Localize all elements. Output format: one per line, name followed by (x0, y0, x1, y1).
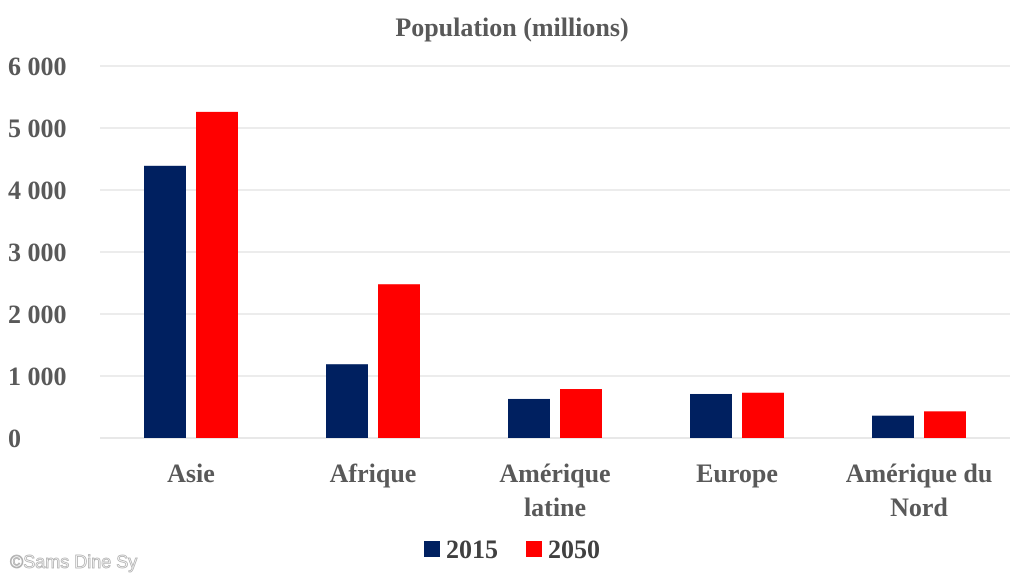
bar-2015-0 (144, 165, 186, 438)
x-tick-label-line: Amérique (499, 459, 610, 488)
chart-title: Population (millions) (395, 13, 628, 42)
x-tick-label-line: Asie (167, 459, 215, 488)
x-tick-label-line: Nord (890, 493, 948, 522)
bar-2050-3 (742, 392, 784, 438)
gridlines (100, 65, 1010, 439)
bars (144, 111, 966, 438)
x-tick-label-line: Europe (696, 459, 778, 488)
x-tick-label-line: Afrique (330, 459, 417, 488)
bar-2050-4 (924, 411, 966, 438)
x-tick-label: Amérique latine (499, 459, 610, 522)
bar-2015-3 (690, 393, 732, 438)
y-tick-label: 2 000 (8, 300, 67, 329)
bar-2050-1 (378, 284, 420, 438)
x-tick-label: Europe (696, 459, 778, 488)
y-tick-label: 1 000 (8, 362, 67, 391)
y-tick-label: 0 (8, 424, 21, 453)
watermark-text: ©Sams Dine Sy (10, 552, 137, 572)
y-tick-label: 4 000 (8, 176, 67, 205)
x-tick-label-line: latine (524, 493, 586, 522)
legend-label-2050: 2050 (548, 535, 600, 564)
y-axis-ticks: 0 1 000 2 000 3 000 4 000 5 000 6 000 (8, 52, 67, 453)
y-tick-label: 5 000 (8, 114, 67, 143)
legend-label-2015: 2015 (446, 535, 498, 564)
x-tick-label-line: Amérique du (846, 459, 993, 488)
x-tick-label: Asie (167, 459, 215, 488)
legend-swatch-2015 (424, 541, 440, 557)
x-axis-ticks: Asie Afrique Amérique latine Europe Amérique … (167, 459, 992, 522)
y-tick-label: 3 000 (8, 238, 67, 267)
y-tick-label: 6 000 (8, 52, 67, 81)
x-tick-label: Afrique (330, 459, 417, 488)
bar-2015-4 (872, 415, 914, 438)
bar-2015-1 (326, 364, 368, 438)
x-tick-label: Amérique du Nord (846, 459, 993, 522)
legend: 2015 2050 (424, 535, 600, 564)
bar-2015-2 (508, 398, 550, 438)
bar-2050-0 (196, 111, 238, 438)
bar-2050-2 (560, 389, 602, 438)
legend-swatch-2050 (526, 541, 542, 557)
